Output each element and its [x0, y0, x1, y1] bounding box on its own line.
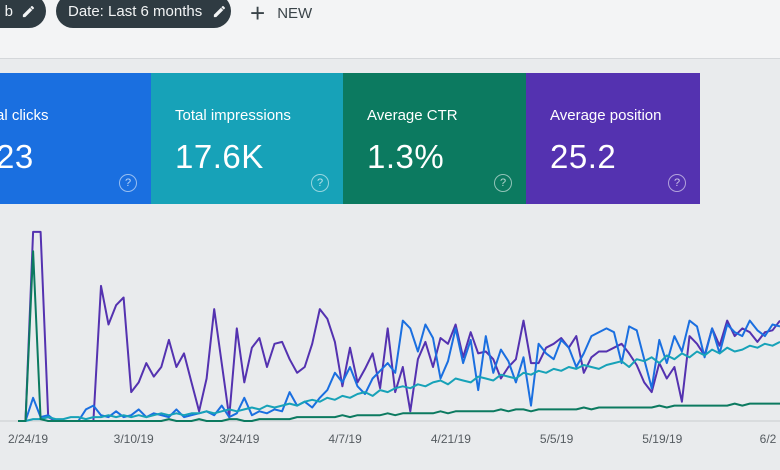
metric-value: 25.2: [550, 138, 617, 175]
x-tick-label: 3/10/19: [114, 432, 154, 446]
new-filter-label: NEW: [277, 4, 313, 22]
metric-card-ctr[interactable]: Average CTR 1.3% ?: [343, 73, 526, 204]
plus-icon: +: [250, 0, 266, 28]
pencil-icon[interactable]: [212, 4, 227, 19]
help-icon[interactable]: ?: [311, 174, 329, 192]
performance-chart: 2/24/19 3/10/19 3/24/19 4/7/19 4/21/19 5/5/19…: [0, 210, 780, 470]
metric-label: Average CTR: [367, 107, 458, 124]
metric-value: 23: [0, 138, 34, 175]
metric-card-position[interactable]: Average position 25.2 ?: [526, 73, 700, 204]
series-line-1: [18, 230, 780, 422]
metric-label: Average position: [550, 107, 662, 124]
x-tick-label: 3/24/19: [219, 432, 259, 446]
series-line-3: [18, 341, 780, 422]
metric-card-impressions[interactable]: Total impressions 17.6K ?: [151, 73, 343, 204]
toolbar: b Date: Last 6 months + NEW: [0, 0, 780, 59]
filter-chip-label: b: [4, 2, 13, 20]
help-icon[interactable]: ?: [494, 174, 512, 192]
pencil-icon[interactable]: [21, 4, 36, 19]
chart-svg: 2/24/19 3/10/19 3/24/19 4/7/19 4/21/19 5/5/19…: [0, 230, 780, 446]
help-icon[interactable]: ?: [119, 174, 137, 192]
metric-card-clicks[interactable]: al clicks 23 ?: [0, 73, 151, 204]
x-tick-label: 4/7/19: [328, 432, 362, 446]
series-line-4: [18, 250, 780, 422]
x-tick-label: 5/5/19: [540, 432, 574, 446]
metric-label: Total impressions: [175, 107, 291, 124]
x-tick-label: 4/21/19: [431, 432, 471, 446]
metric-value: 1.3%: [367, 138, 445, 175]
metric-label: al clicks: [0, 107, 49, 124]
x-tick-label: 2/24/19: [8, 432, 48, 446]
new-filter-button[interactable]: + NEW: [250, 0, 312, 26]
x-tick-label: 6/2: [760, 432, 777, 446]
help-icon[interactable]: ?: [668, 174, 686, 192]
filter-chip[interactable]: b: [0, 0, 46, 28]
x-tick-label: 5/19/19: [642, 432, 682, 446]
series-line-2: [18, 319, 780, 422]
date-range-label: Date: Last 6 months: [68, 2, 203, 20]
metric-value: 17.6K: [175, 138, 264, 175]
date-range-chip[interactable]: Date: Last 6 months: [56, 0, 231, 28]
